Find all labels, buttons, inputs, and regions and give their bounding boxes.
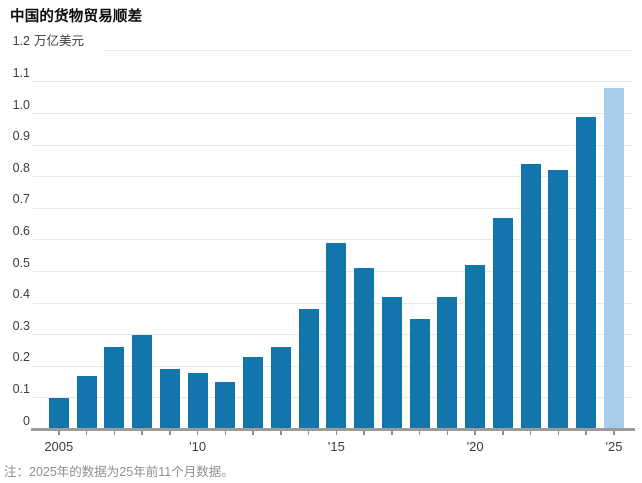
x-tick-label-15: '15: [327, 439, 345, 454]
x-tick-mark-2007: [113, 431, 116, 435]
gridline-0.9: [33, 144, 633, 146]
x-tick-mark-2005: [58, 431, 60, 435]
x-tick-mark-2015: [335, 431, 338, 435]
x-tick-label-25: '25: [605, 439, 623, 454]
chart-title: 中国的货物贸易顺差: [10, 9, 143, 25]
x-tick-mark-2011: [224, 431, 227, 435]
y-axis-unit-text: 万亿美元: [34, 34, 85, 49]
gridline-0.8: [33, 176, 633, 178]
y-tick-label-0.6: 0.6: [12, 223, 30, 238]
gridline-0.6: [33, 239, 633, 241]
bar-2013: [270, 347, 291, 428]
x-tick-mark-2019: [446, 431, 449, 435]
bar-2017: [381, 296, 402, 428]
y-tick-label-0.8: 0.8: [12, 160, 30, 175]
bar-2010: [187, 372, 208, 428]
x-tick-mark-2013: [280, 431, 282, 435]
bar-2025: [604, 88, 624, 428]
x-tick-mark-2020: [474, 431, 476, 435]
bar-2014: [298, 309, 319, 428]
bar-2015: [326, 243, 347, 428]
bar-2011: [215, 382, 236, 428]
x-tick-mark-2016: [363, 431, 365, 435]
bar-2022: [520, 164, 541, 428]
x-tick-mark-2025: [613, 431, 615, 435]
footnote: 注：2025年的数据为25年前11个月数据。: [4, 465, 234, 479]
x-tick-mark-2022: [529, 431, 532, 435]
gridline-0.7: [33, 207, 633, 209]
bar-2024: [576, 116, 597, 428]
x-tick-mark-2021: [502, 431, 504, 435]
x-tick-mark-2018: [418, 431, 421, 435]
x-tick-mark-2012: [252, 431, 254, 435]
bar-2012: [243, 356, 264, 428]
y-tick-label-0.4: 0.4: [12, 287, 30, 302]
x-tick-label-20: '20: [466, 439, 484, 454]
y-tick-label-0.7: 0.7: [12, 192, 30, 207]
y-tick-label-0.1: 0.1: [12, 381, 30, 396]
x-tick-label-2005: 2005: [44, 439, 74, 454]
x-tick-mark-2014: [307, 431, 310, 435]
bar-2006: [76, 375, 97, 428]
y-tick-label-1.0: 1.0: [12, 97, 30, 112]
x-tick-mark-2024: [585, 431, 587, 435]
bar-2020: [465, 265, 486, 428]
y-tick-label-0: 0: [23, 413, 30, 428]
bar-2007: [104, 347, 125, 428]
bar-2016: [354, 268, 375, 428]
x-tick-mark-2017: [391, 431, 393, 435]
y-tick-label-0.9: 0.9: [12, 129, 30, 144]
bar-2018: [409, 318, 430, 428]
bar-2009: [159, 369, 180, 428]
gridline-1.0: [33, 113, 633, 114]
y-tick-label-0.5: 0.5: [12, 255, 30, 270]
bar-2023: [548, 170, 569, 428]
x-tick-mark-2010: [196, 431, 199, 435]
y-tick-label-top: 1.2: [12, 34, 30, 49]
gridline-1.2: [103, 49, 633, 51]
y-tick-label-0.3: 0.3: [12, 318, 30, 333]
bar-2019: [437, 296, 458, 428]
bar-2005: [48, 397, 69, 428]
y-tick-label-1.1: 1.1: [12, 65, 30, 80]
x-tick-mark-2009: [169, 431, 171, 435]
x-tick-mark-2008: [141, 431, 143, 435]
y-axis-unit-label: 1.2 万亿美元: [0, 33, 84, 49]
bar-2008: [132, 334, 153, 428]
x-axis-line: [31, 428, 635, 431]
gridline-1.1: [33, 81, 633, 83]
x-tick-mark-2006: [85, 431, 88, 435]
bar-2021: [492, 217, 513, 428]
x-tick-mark-2023: [557, 431, 560, 435]
y-tick-label-0.2: 0.2: [12, 350, 30, 365]
x-tick-label-10: '10: [189, 439, 207, 454]
